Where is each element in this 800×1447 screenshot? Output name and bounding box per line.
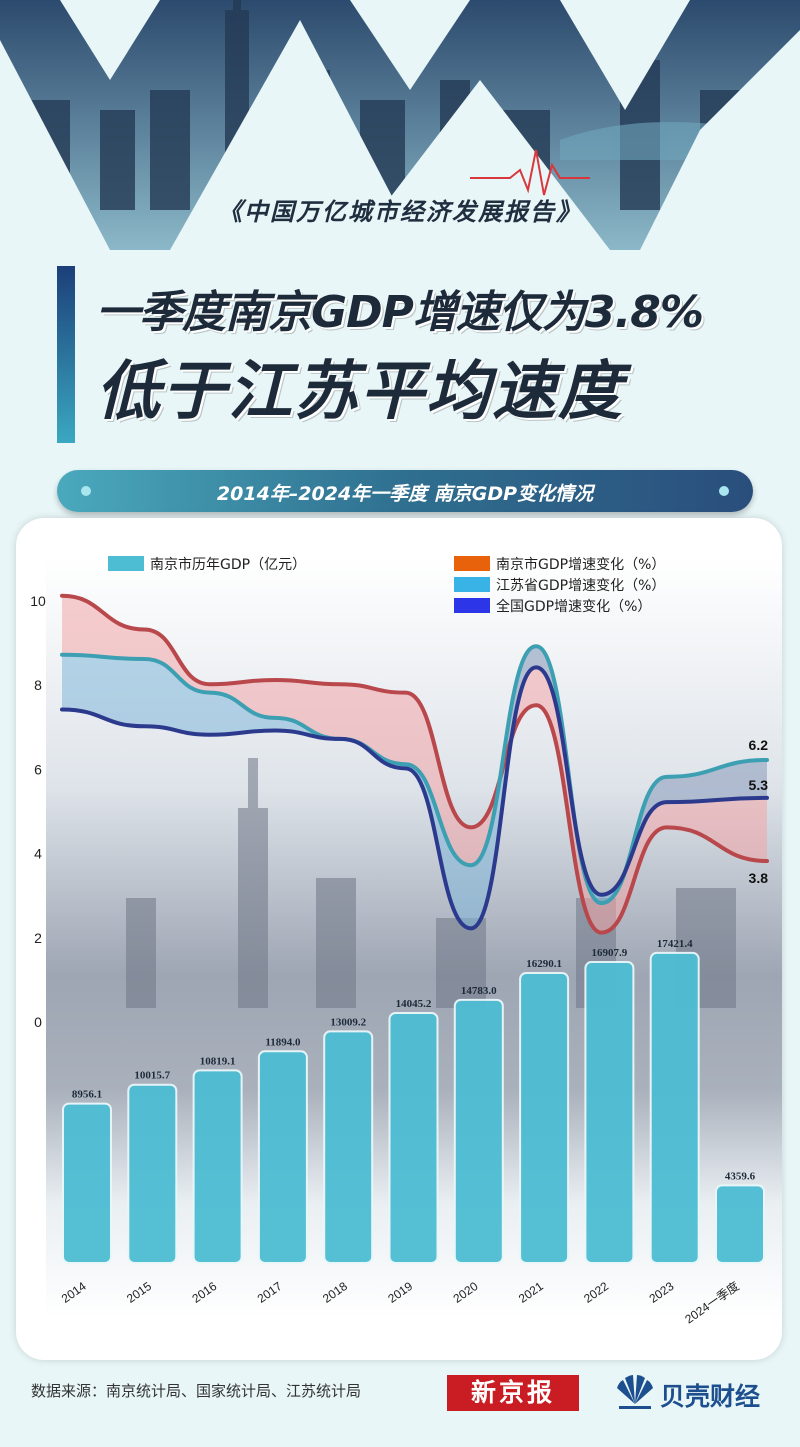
- y-tick-label: 10: [30, 593, 46, 609]
- gdp-bar: [257, 1050, 308, 1264]
- bar-value-label: 17421.4: [657, 938, 693, 950]
- legend-label-gdp: 南京市历年GDP（亿元）: [150, 556, 306, 573]
- gdp-bar: [715, 1184, 765, 1264]
- x-tick-label: 2020: [451, 1279, 481, 1306]
- xinjingbao-logo: 新京报: [447, 1375, 579, 1411]
- x-tick-label: 2021: [516, 1279, 546, 1306]
- report-title: 《中国万亿城市经济发展报告》: [218, 197, 582, 226]
- chart-section-title: 2014年–2024年一季度 南京GDP变化情况: [216, 483, 594, 505]
- legend-label-national: 全国GDP增速变化（%）: [496, 598, 651, 615]
- x-tick-label: 2023: [647, 1279, 677, 1306]
- banner-dot-left: [81, 486, 91, 496]
- nanjing-growth-line: [60, 593, 769, 935]
- legend-swatch-gdp: [108, 556, 144, 571]
- bar-value-label: 10015.7: [134, 1070, 170, 1082]
- data-source: 数据来源：南京统计局、国家统计局、江苏统计局: [31, 1382, 362, 1400]
- legend-label-nanjing: 南京市GDP增速变化（%）: [496, 556, 665, 573]
- bar-value-label: 13009.2: [330, 1016, 366, 1028]
- end-value-label: 5.3: [749, 777, 769, 793]
- legend-label-jiangsu: 江苏省GDP增速变化（%）: [496, 578, 665, 594]
- y-tick-label: 0: [34, 1014, 42, 1030]
- x-tick-label: 2022: [581, 1279, 611, 1306]
- bar-value-label: 4359.6: [725, 1170, 756, 1182]
- headline-line2: 低于江苏平均速度: [96, 355, 624, 429]
- nanjing-jiangsu-band: [62, 595, 767, 933]
- jiangsu-national-band: [62, 646, 767, 929]
- bar-value-label: 14045.2: [396, 998, 432, 1010]
- gdp-bar: [192, 1069, 243, 1265]
- gdp-bar: [62, 1102, 112, 1264]
- gdp-bar: [519, 972, 570, 1264]
- x-tick-label: 2018: [320, 1279, 350, 1306]
- x-tick-label: 2016: [189, 1279, 219, 1306]
- gdp-bar: [127, 1083, 178, 1264]
- x-tick-label: 2015: [124, 1279, 154, 1306]
- headline-line1: 一季度南京GDP增速仅为3.8%: [96, 287, 704, 338]
- x-tick-label: 2014: [59, 1279, 89, 1306]
- end-value-label: 6.2: [749, 737, 769, 753]
- x-tick-label: 2017: [255, 1279, 285, 1306]
- gdp-bar: [584, 961, 635, 1264]
- national-growth-line: [60, 665, 769, 931]
- y-tick-label: 6: [34, 761, 42, 777]
- beike-caijing-logo: 贝壳财经: [660, 1382, 761, 1411]
- legend-swatch-national: [454, 598, 490, 613]
- end-value-label: 3.8: [749, 870, 769, 886]
- y-tick-label: 8: [34, 677, 42, 693]
- bar-value-label: 16290.1: [526, 958, 562, 970]
- bar-value-label: 11894.0: [265, 1036, 301, 1048]
- legend-swatch-nanjing: [454, 556, 490, 571]
- gdp-bar: [453, 998, 504, 1264]
- x-tick-label: 2024一季度: [682, 1278, 742, 1326]
- city-skyline-image: [0, 0, 800, 250]
- headline-accent-bar: [57, 266, 75, 443]
- hero-banner: 《中国万亿城市经济发展报告》: [0, 0, 800, 250]
- gdp-bar: [649, 951, 700, 1264]
- gdp-bar: [323, 1030, 374, 1264]
- y-tick-label: 4: [34, 846, 42, 862]
- bar-value-label: 16907.9: [592, 947, 628, 959]
- legend-swatch-jiangsu: [454, 577, 490, 592]
- gdp-chart: 10 8 6 4 2 0 8956.1 10015.7 10819.1 11894.0 13009.…: [30, 556, 769, 1326]
- chart-card: 10 8 6 4 2 0 8956.1 10015.7 10819.1 11894.0 13009.…: [16, 518, 782, 1360]
- chart-section-banner: 2014年–2024年一季度 南京GDP变化情况: [57, 470, 753, 512]
- gdp-bar: [388, 1011, 439, 1265]
- bar-value-label: 14783.0: [461, 985, 497, 997]
- banner-dot-right: [719, 486, 729, 496]
- bar-value-label: 10819.1: [200, 1055, 236, 1067]
- bar-value-label: 8956.1: [72, 1089, 102, 1101]
- y-tick-label: 2: [34, 930, 42, 946]
- x-tick-label: 2019: [385, 1279, 415, 1306]
- beike-shell-icon: [617, 1375, 653, 1409]
